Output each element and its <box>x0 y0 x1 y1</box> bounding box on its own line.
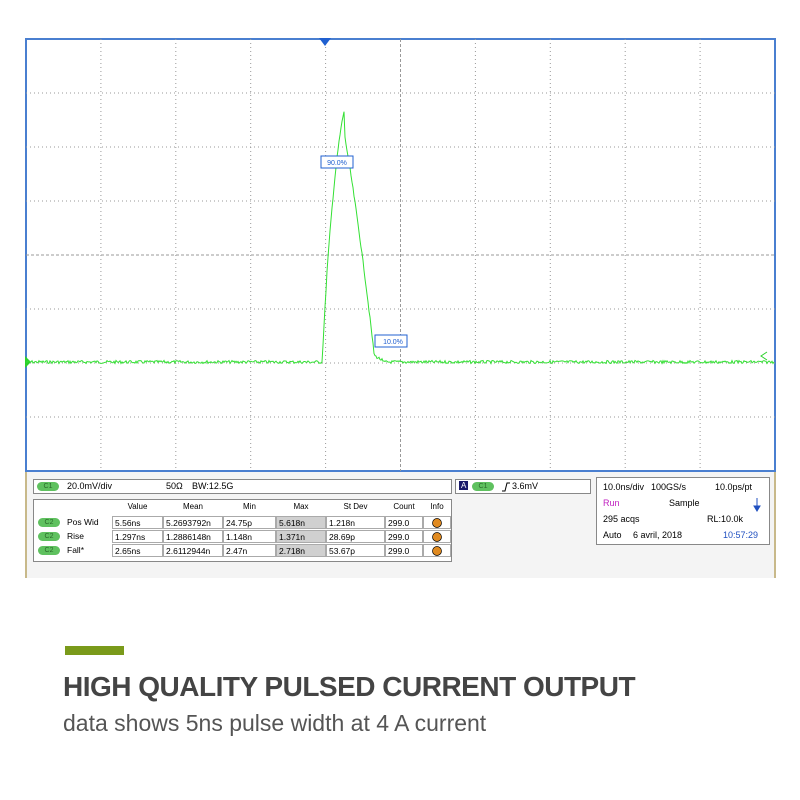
info-icon <box>432 518 442 528</box>
trigger-badge: C1 <box>472 482 494 491</box>
table-cell: 5.56ns <box>112 516 163 529</box>
column-header: Info <box>430 502 444 511</box>
timebase-panel: 10.0ns/div 100GS/s 10.0ps/pt Run Sample … <box>596 477 770 545</box>
channel-bar: C1 20.0mV/div 50Ω BW:12.5G <box>33 479 452 494</box>
table-cell: 1.148n <box>223 530 276 543</box>
channel-bandwidth: BW:12.5G <box>192 481 234 491</box>
accent-bar <box>65 646 124 655</box>
info-icon <box>432 546 442 556</box>
time: 10:57:29 <box>723 530 759 540</box>
info-cell <box>423 544 451 557</box>
channel-scale: 20.0mV/div <box>67 481 113 491</box>
row-name: Fall* <box>67 545 85 555</box>
table-cell: 24.75p <box>223 516 276 529</box>
scope-screen: 90.0% 10.0% <box>25 38 776 472</box>
trigger-level <box>760 351 768 361</box>
column-header: Mean <box>182 502 203 511</box>
channel-impedance: 50Ω <box>166 481 183 491</box>
table-cell: 5.2693792n <box>163 516 223 529</box>
grid <box>26 39 775 471</box>
marker-upper: 90.0% <box>327 160 347 167</box>
row-name: Pos Wid <box>67 517 99 527</box>
row-badge: C2 <box>38 518 60 527</box>
table-cell: 299.0 <box>385 516 423 529</box>
marker-lower: 10.0% <box>383 339 403 346</box>
column-header: Min <box>243 502 256 511</box>
acq-count: 295 acqs <box>603 514 640 524</box>
waveform <box>25 111 775 365</box>
sample-rate: 100GS/s <box>651 482 687 492</box>
trigger-level: 3.6mV <box>512 481 539 491</box>
table-cell: 1.297ns <box>112 530 163 543</box>
trigger-mode: A <box>459 481 469 490</box>
measurement-table: Value Mean Min Max St Dev Count Info C2 Pos Wid 5… <box>33 499 452 562</box>
table-cell: 2.6112944n <box>163 544 223 557</box>
trigger-bar: A C1 3.6mV <box>455 479 591 494</box>
table-cell: 1.371n <box>276 530 326 543</box>
resolution: 10.0ps/pt <box>715 482 753 492</box>
row-badge: C2 <box>38 546 60 555</box>
column-header: St Dev <box>343 502 368 511</box>
marker-box <box>320 155 354 169</box>
info-icon <box>432 532 442 542</box>
row-name: Rise <box>67 531 85 541</box>
slope-icon <box>502 482 510 492</box>
column-header: Max <box>293 502 309 511</box>
column-header: Count <box>393 502 415 511</box>
row-badge: C2 <box>38 532 60 541</box>
caption-title: HIGH QUALITY PULSED CURRENT OUTPUT <box>63 671 636 702</box>
table-cell: 2.65ns <box>112 544 163 557</box>
table-cell: 1.2886148n <box>163 530 223 543</box>
acq-mode: Sample <box>669 498 700 508</box>
table-cell: 299.0 <box>385 544 423 557</box>
table-cell: 2.47n <box>223 544 276 557</box>
run-state: Run <box>603 498 620 508</box>
table-cell: 5.618n <box>276 516 326 529</box>
caption-subtitle: data shows 5ns pulse width at 4 A curren… <box>63 710 487 736</box>
date: 6 avril, 2018 <box>633 530 683 540</box>
table-cell: 1.218n <box>326 516 385 529</box>
time-scale: 10.0ns/div <box>603 482 645 492</box>
table-cell: 299.0 <box>385 530 423 543</box>
marker-box <box>374 334 408 348</box>
arrow-icon <box>753 498 761 512</box>
channel-badge: C1 <box>37 482 59 491</box>
record-length: RL:10.0k <box>707 514 744 524</box>
table-cell: 28.69p <box>326 530 385 543</box>
table-cell: 53.67p <box>326 544 385 557</box>
info-cell <box>423 530 451 543</box>
trigger-position <box>319 38 331 46</box>
info-cell <box>423 516 451 529</box>
table-cell: 2.718n <box>276 544 326 557</box>
column-header: Value <box>127 502 148 511</box>
channel-ground <box>25 356 31 368</box>
trigger-auto: Auto <box>603 530 622 540</box>
